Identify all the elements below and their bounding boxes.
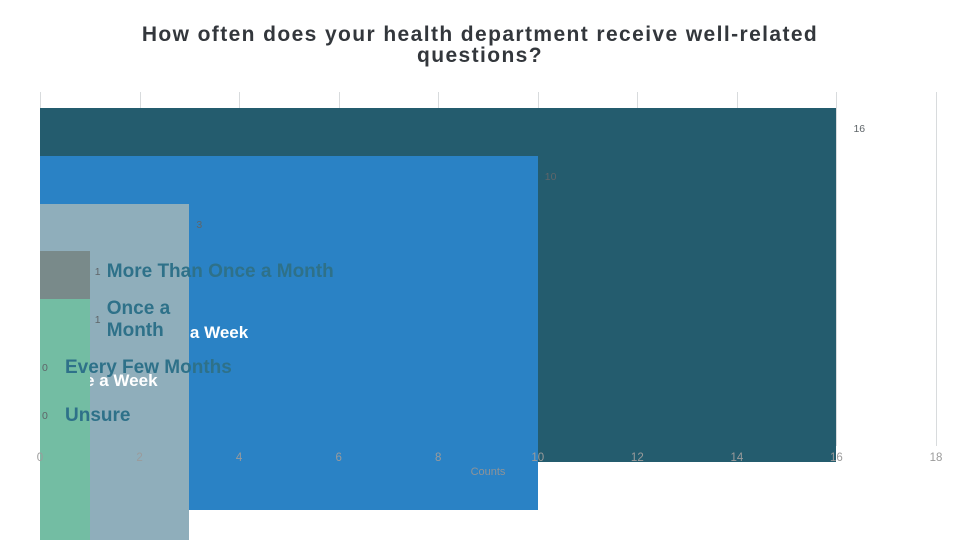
value-label: 10: [544, 170, 557, 183]
x-axis-title: Counts: [470, 466, 506, 478]
value-label: 1: [94, 266, 101, 279]
chart-title: How often does your health department re…: [141, 23, 819, 67]
bar: [40, 299, 90, 540]
category-label: Every Few Months: [65, 357, 232, 378]
x-tick-label: 0: [36, 452, 44, 464]
category-label: More Than Once a Month: [106, 261, 334, 283]
value-label: 0: [42, 362, 48, 374]
x-tick-label: 16: [830, 452, 843, 464]
x-tick-label: 14: [730, 452, 744, 464]
x-tick-label: 10: [531, 452, 545, 464]
x-tick-label: 4: [235, 452, 243, 464]
x-tick-label: 8: [435, 452, 442, 464]
x-tick-label: 12: [630, 452, 644, 464]
value-label: 0: [42, 409, 48, 422]
value-label: 3: [196, 218, 203, 231]
category-label: Unsure: [65, 404, 131, 426]
x-tick-label: 6: [335, 452, 342, 464]
x-tick-label: 2: [136, 452, 143, 464]
gridline: [836, 92, 838, 446]
value-label: 16: [853, 123, 866, 135]
x-tick-label: 18: [929, 452, 943, 464]
value-label: 1: [94, 314, 101, 327]
gridline: [936, 92, 937, 446]
category-label: Once a Month: [106, 298, 171, 342]
